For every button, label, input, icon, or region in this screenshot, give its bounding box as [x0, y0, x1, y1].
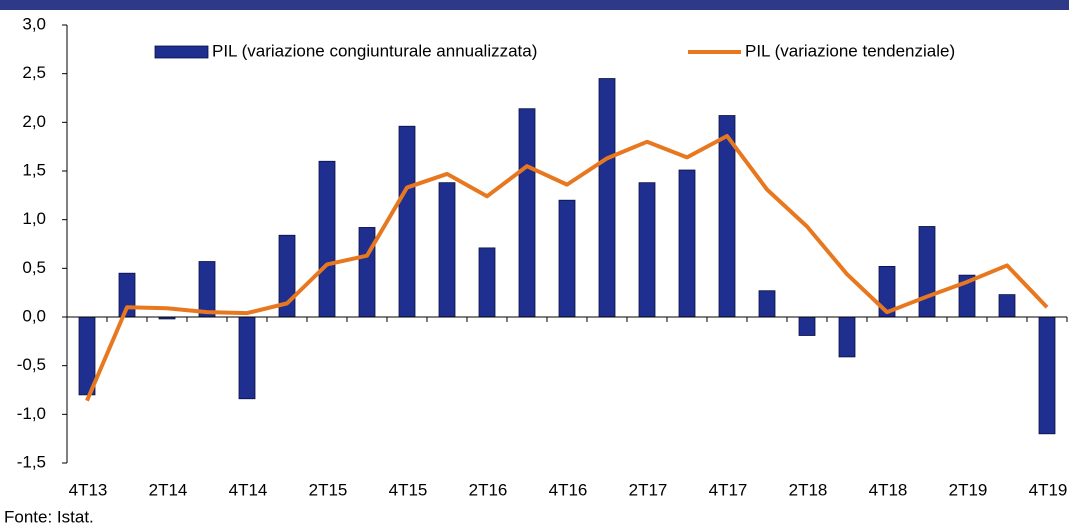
- y-tick-label: -0,5: [17, 355, 46, 374]
- y-tick-label: 2,0: [22, 112, 46, 131]
- line: [85, 133, 1049, 402]
- bar: [598, 78, 616, 318]
- legend-label: PIL (variazione congiunturale annualizza…: [212, 41, 537, 60]
- x-tick-label: 4T14: [229, 480, 268, 499]
- y-tick-label: 3,0: [22, 14, 46, 33]
- y-tick-label: 0,0: [22, 306, 46, 325]
- x-tick-label: 4T16: [549, 480, 588, 499]
- x-tick-label: 4T19: [1029, 480, 1068, 499]
- x-tick-label: 2T16: [469, 480, 508, 499]
- bar: [518, 108, 536, 318]
- x-tick-label: 2T17: [629, 480, 668, 499]
- bar: [838, 316, 856, 358]
- bar: [638, 182, 656, 318]
- bar: [478, 247, 496, 318]
- bar: [318, 160, 336, 318]
- bar: [438, 182, 456, 318]
- legend-label: PIL (variazione tendenziale): [745, 41, 955, 60]
- bar: [798, 316, 816, 336]
- y-tick-label: -1,5: [17, 452, 46, 471]
- x-tick-label: 2T14: [149, 480, 188, 499]
- bar: [358, 227, 376, 318]
- bar: [558, 199, 576, 318]
- y-tick-label: 0,5: [22, 258, 46, 277]
- x-tick-label: 2T19: [949, 480, 988, 499]
- bar: [1038, 316, 1056, 435]
- source-note: Fonte: Istat.: [4, 507, 94, 526]
- bar: [678, 169, 696, 318]
- y-tick-label: 1,5: [22, 160, 46, 179]
- x-tick-label: 2T15: [309, 480, 348, 499]
- bar: [398, 125, 416, 318]
- header-bar: [0, 0, 1069, 10]
- y-tick-label: 2,5: [22, 63, 46, 82]
- bar: [918, 226, 936, 318]
- x-tick-label: 4T18: [869, 480, 908, 499]
- x-tick-label: 4T17: [709, 480, 748, 499]
- x-tick-label: 4T15: [389, 480, 428, 499]
- y-tick-label: -1,0: [17, 404, 46, 423]
- bar: [758, 290, 776, 318]
- y-tick-label: 1,0: [22, 209, 46, 228]
- x-tick-label: 4T13: [69, 480, 108, 499]
- x-tick-label: 2T18: [789, 480, 828, 499]
- legend-swatch: [154, 45, 209, 59]
- bar: [238, 316, 256, 400]
- bar: [198, 261, 216, 318]
- bar: [998, 294, 1016, 318]
